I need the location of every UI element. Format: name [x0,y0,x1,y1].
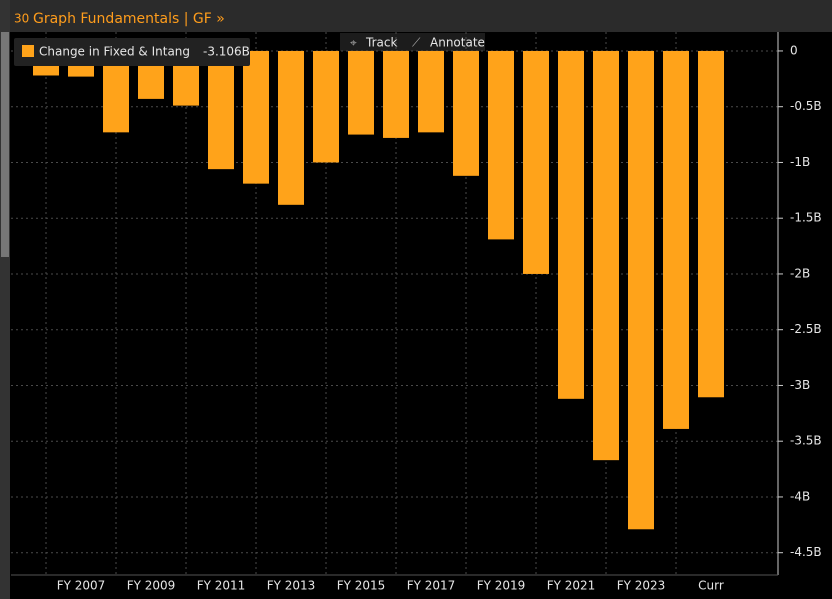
bar [208,50,234,170]
y-tick-label: -4.5B [790,545,822,559]
y-tick-label: -2.5B [790,322,822,336]
y-tick-label: -2B [790,266,810,280]
x-tick-label: FY 2009 [127,579,176,593]
bar [628,50,654,530]
bar [418,50,444,133]
bar [488,50,514,240]
bar [383,50,409,138]
legend-value: -3.106B [203,45,250,59]
bar [558,50,584,399]
y-tick-label: -0.5B [790,99,822,113]
annotate-button[interactable]: Annotate [430,36,485,50]
legend [14,38,250,66]
x-tick-label: Curr [698,579,724,593]
bar [663,50,689,429]
y-tick-label: -3B [790,378,810,392]
scroll-thumb[interactable] [1,32,9,257]
x-tick-label: FY 2019 [477,579,526,593]
x-tick-label: FY 2021 [547,579,596,593]
badge: 30 [14,12,29,26]
bar [348,50,374,135]
toolbar [340,33,485,51]
annotate-icon: ⟋ [412,36,421,50]
x-tick-label: FY 2013 [267,579,316,593]
x-tick-label: FY 2023 [617,579,666,593]
y-tick-label: -3.5B [790,434,822,448]
y-tick-label: -1B [790,155,810,169]
track-button[interactable]: Track [365,36,397,50]
x-tick-label: FY 2015 [337,579,386,593]
x-tick-label: FY 2011 [197,579,246,593]
scrollbar[interactable] [0,0,10,599]
x-tick-label: FY 2007 [57,579,106,593]
bar [243,50,269,184]
bar [313,50,339,163]
bar [698,50,724,398]
y-tick-label: -1.5B [790,211,822,225]
bar [523,50,549,274]
y-tick-label: 0 [790,43,798,57]
track-icon: ⌖ [350,36,357,50]
title-bar [0,0,832,32]
x-tick-label: FY 2017 [407,579,456,593]
legend-swatch [22,45,34,57]
bar [593,50,619,461]
bar [453,50,479,176]
legend-label: Change in Fixed & Intang [39,45,190,59]
bar [278,50,304,205]
window-title[interactable]: Graph Fundamentals | GF » [33,11,225,27]
y-tick-label: -4B [790,489,810,503]
